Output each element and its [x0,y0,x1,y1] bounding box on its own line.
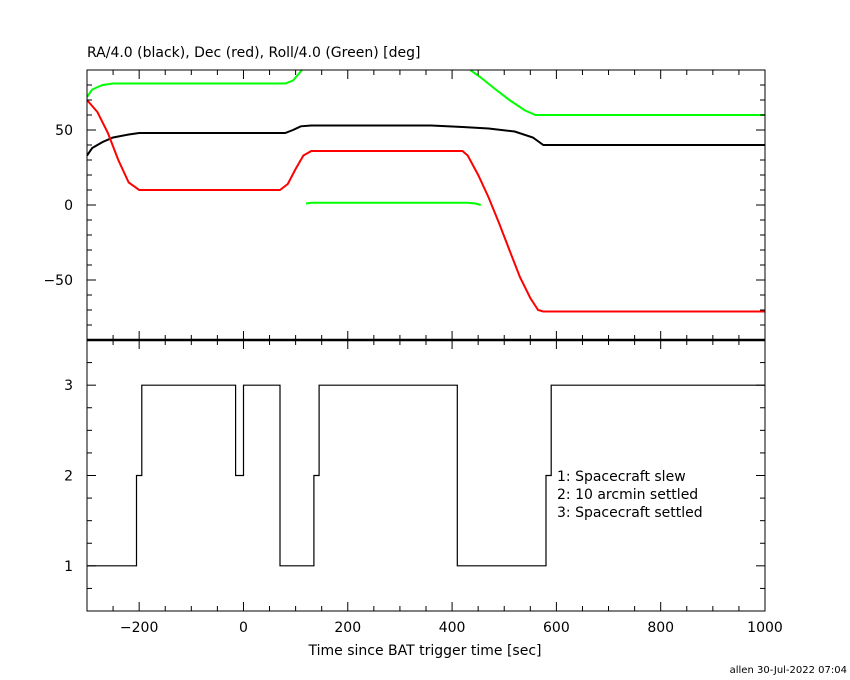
xtick-label: 600 [543,620,570,636]
xtick-label: 800 [647,620,674,636]
attitude-y-ticks: −50 0 50 [43,69,766,341]
attitude-series-group [87,70,765,313]
settle-status-panel: 1 2 3 −200 0 200 400 600 800 1000 1: Spacecraft s… [64,339,783,659]
attitude-panel: RA/4.0 (black), Dec (red), Roll/4.0 (Gre… [43,45,766,341]
attitude-series-2-line-0 [87,70,303,98]
attitude-series-2-line-2 [469,70,765,116]
footer-stamp: allen 30-Jul-2022 07:04 [730,665,847,676]
attitude-ytick-label: −50 [43,273,73,289]
attitude-plot-frame [86,69,766,341]
status-series-0-line-0 [87,384,765,567]
xtick-label: −200 [120,620,158,636]
xtick-label: 1000 [747,620,783,636]
settle-status-ticks: 1 2 3 −200 0 200 400 600 800 1000 [64,339,783,636]
settle-status-series-group [87,384,765,567]
status-ytick-label: 3 [64,378,73,394]
attitude-series-2-line-1 [305,201,482,206]
status-ytick-label: 1 [64,559,73,575]
attitude-ytick-label: 0 [64,198,73,214]
xtick-label: 200 [334,620,361,636]
attitude-ytick-label: 50 [55,123,73,139]
attitude-series-1-line-0 [87,99,765,313]
top-panel-title: RA/4.0 (black), Dec (red), Roll/4.0 (Gre… [87,45,420,61]
x-axis-label: Time since BAT trigger time [sec] [308,643,542,659]
xtick-label: 400 [439,620,466,636]
status-ytick-label: 2 [64,469,73,485]
xtick-label: 0 [239,620,248,636]
legend-item-2: 2: 10 arcmin settled [557,487,698,503]
legend-item-1: 1: Spacecraft slew [557,469,686,485]
legend-item-3: 3: Spacecraft settled [557,505,703,521]
